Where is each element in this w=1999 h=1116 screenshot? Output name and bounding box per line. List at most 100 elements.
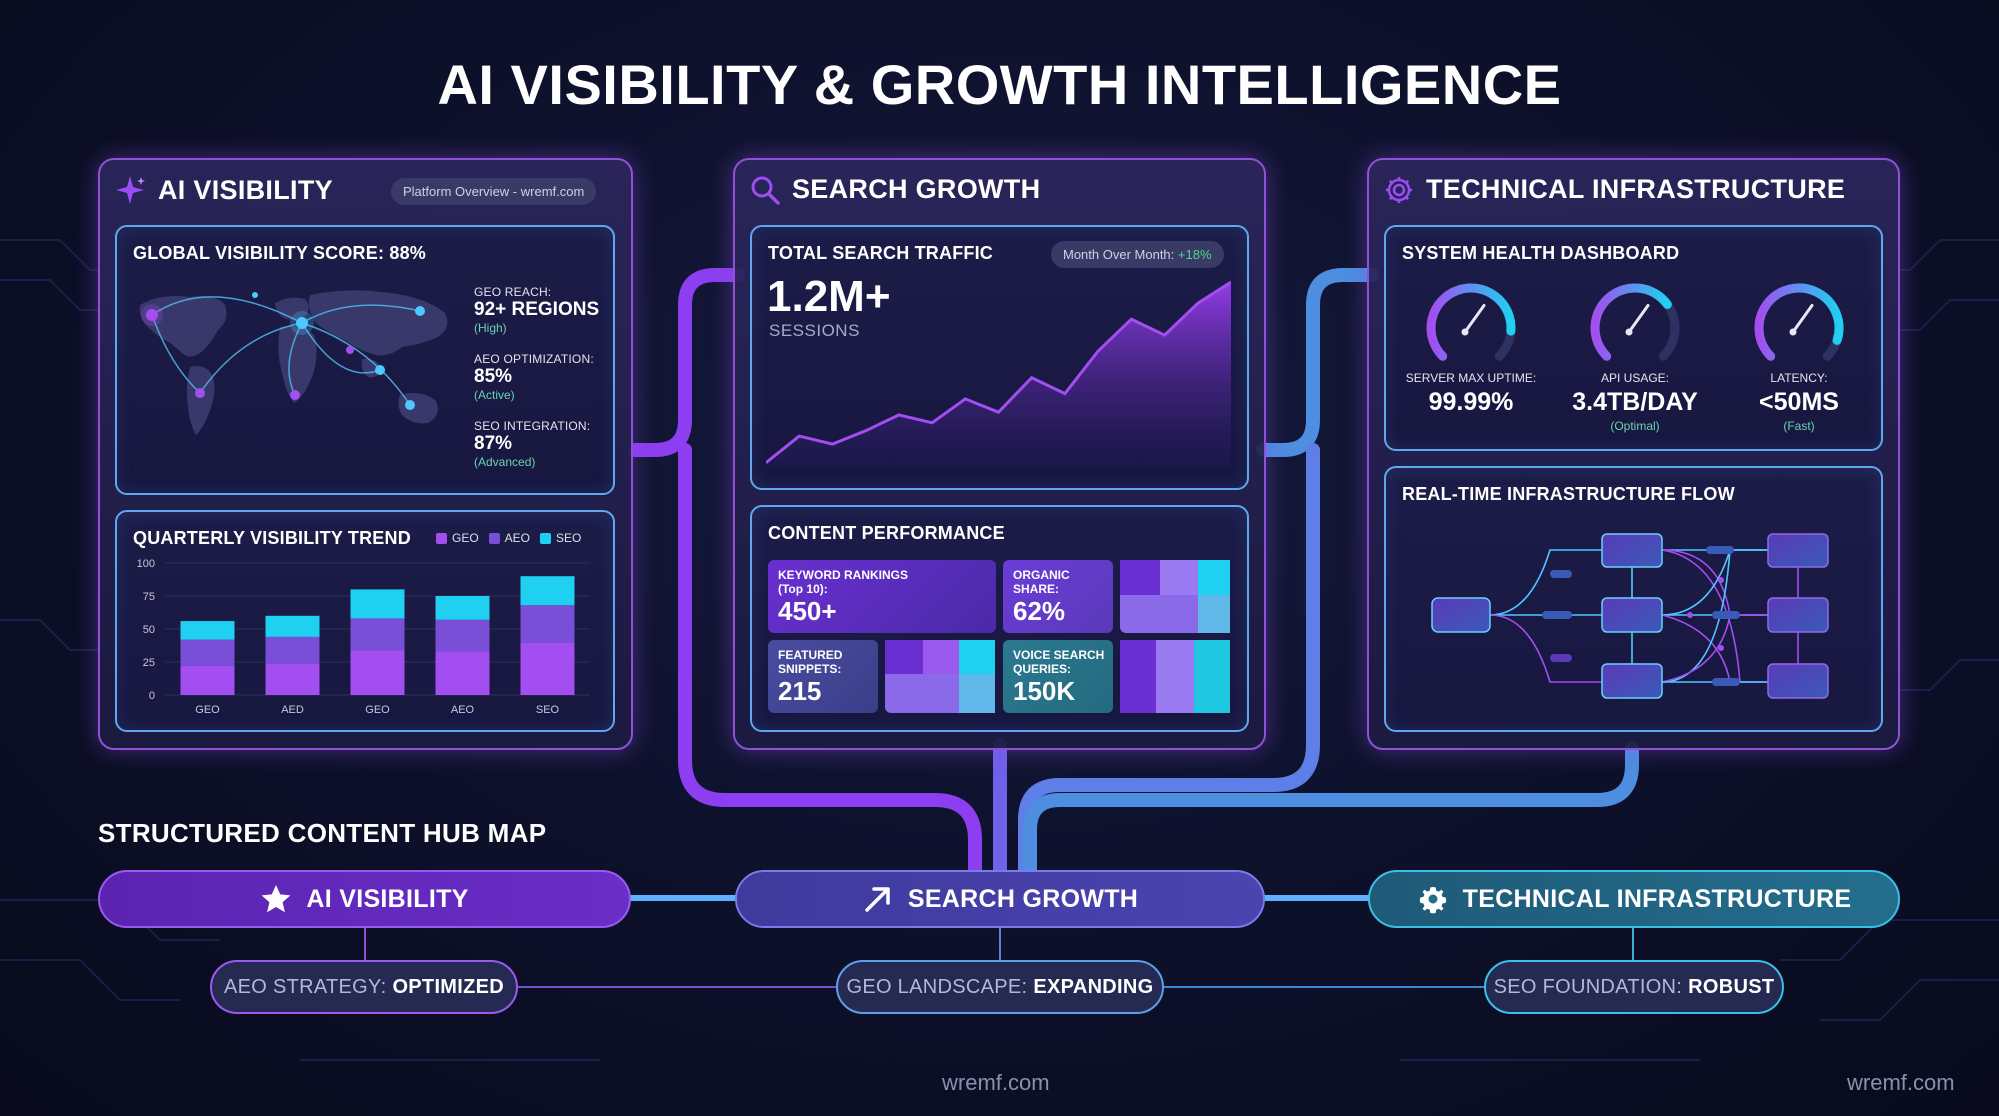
seo-integration-value: 87%	[474, 433, 513, 454]
x-tick-label: GEO	[195, 704, 220, 716]
bar-segment-aeo	[180, 639, 235, 666]
traffic-title: TOTAL SEARCH TRAFFIC	[768, 243, 993, 263]
bar-segment-geo	[265, 663, 320, 695]
hub-pill-technical-infrastructure[interactable]: TECHNICAL INFRASTRUCTURE	[1368, 870, 1900, 928]
system-health-card	[1384, 225, 1883, 451]
keyword-rankings-value: 450+	[778, 596, 837, 626]
technical-infrastructure-title: TECHNICAL INFRASTRUCTURE	[1426, 174, 1846, 204]
seo-integration-note: (Advanced)	[474, 455, 536, 469]
treemap-decoration-mid	[885, 640, 995, 713]
page-title: AI VISIBILITY & GROWTH INTELLIGENCE	[437, 53, 1562, 116]
star-icon	[261, 885, 291, 913]
ai-visibility-title: AI VISIBILITY	[158, 174, 333, 205]
keyword-rankings-sublabel: (Top 10):	[778, 582, 828, 596]
gauge-fill	[1754, 283, 1844, 361]
sub-pill-aeo-strategy[interactable]: AEO STRATEGY: OPTIMIZED	[210, 960, 518, 1014]
bar-segment-aeo	[520, 605, 575, 643]
bar-segment-geo	[520, 642, 575, 695]
arrow-up-right-icon	[865, 887, 890, 912]
mom-badge: Month Over Month: +18%	[1051, 241, 1224, 268]
legend-geo: GEO	[436, 531, 479, 545]
y-tick-label: 0	[149, 690, 155, 702]
uptime-label: SERVER MAX UPTIME:	[1405, 371, 1537, 385]
hub-pill-ai-visibility-label: AI VISIBILITY	[306, 884, 469, 913]
bar-segment-aeo	[265, 636, 320, 664]
bar-segment-seo	[435, 596, 490, 620]
sub-pill-geo-landscape[interactable]: GEO LANDSCAPE: EXPANDING	[836, 960, 1164, 1014]
bar-segment-aeo	[435, 619, 490, 652]
watermark-right: wremf.com	[1847, 1070, 1955, 1095]
y-tick-label: 100	[137, 558, 155, 570]
hub-pill-ai-visibility[interactable]: AI VISIBILITY	[98, 870, 631, 928]
organic-share-sublabel: SHARE:	[1013, 582, 1060, 596]
traffic-area-chart	[766, 280, 1231, 468]
organic-share-tile: ORGANIC SHARE: 62%	[1003, 560, 1113, 633]
gauge-needle	[1463, 303, 1486, 334]
hub-heading: STRUCTURED CONTENT HUB MAP	[98, 818, 547, 848]
watermark-center: wremf.com	[942, 1070, 1050, 1095]
quarterly-trend-title: QUARTERLY VISIBILITY TREND	[133, 528, 411, 548]
gauge-hub	[1789, 328, 1797, 336]
treemap-decoration-bottom	[1120, 640, 1230, 713]
featured-snippets-sublabel: SNIPPETS:	[778, 662, 842, 676]
gauge-fill	[1590, 283, 1672, 361]
voice-search-value: 150K	[1013, 676, 1076, 706]
sparkle-icon	[116, 176, 145, 204]
gauge-fill	[1426, 283, 1516, 361]
latency-value: <50MS	[1759, 388, 1839, 416]
bar-segment-seo	[520, 576, 575, 606]
aeo-optimization-value: 85%	[474, 366, 513, 387]
hub-pill-search-growth-label: SEARCH GROWTH	[907, 884, 1139, 913]
trend-legend: GEO AEO SEO	[436, 531, 581, 545]
hub-pill-search-growth[interactable]: SEARCH GROWTH	[735, 870, 1265, 928]
featured-snippets-label: FEATURED	[778, 648, 843, 662]
gear-icon	[1419, 887, 1446, 914]
ai-visibility-header: AI VISIBILITY	[114, 174, 333, 206]
platform-overview-badge: Platform Overview - wremf.com	[391, 178, 597, 205]
legend-seo: SEO	[540, 531, 581, 545]
x-tick-label: AEO	[451, 704, 475, 716]
world-map	[139, 290, 448, 435]
aeo-optimization-label: AEO OPTIMIZATION:	[474, 352, 594, 366]
latency-label: LATENCY:	[1770, 371, 1828, 385]
organic-share-value: 62%	[1013, 596, 1066, 626]
hub-pill-technical-infrastructure-label: TECHNICAL INFRASTRUCTURE	[1462, 884, 1852, 913]
x-tick-label: AED	[281, 704, 304, 716]
seo-integration-stat: SEO INTEGRATION: 87% (Advanced)	[474, 419, 590, 469]
system-health-title: SYSTEM HEALTH DASHBOARD	[1402, 243, 1680, 263]
api-usage-note: (Optimal)	[1610, 419, 1660, 433]
gauge-needle	[1627, 303, 1650, 334]
search-growth-title: SEARCH GROWTH	[792, 174, 1041, 204]
traffic-line	[766, 280, 1231, 464]
bar-segment-seo	[180, 621, 235, 640]
seo-foundation-label: SEO FOUNDATION:	[1493, 975, 1683, 998]
bar-segment-seo	[265, 615, 320, 637]
seo-integration-label: SEO INTEGRATION:	[474, 419, 591, 433]
traffic-area	[766, 282, 1231, 468]
seo-foundation-value: ROBUST	[1688, 975, 1775, 998]
infrastructure-flow-diagram	[1431, 533, 1829, 699]
geo-reach-note: (High)	[474, 321, 507, 335]
y-tick-label: 75	[143, 591, 155, 603]
gauge-row	[1426, 283, 1844, 361]
bar-segment-geo	[350, 650, 405, 695]
geo-reach-stat: GEO REACH: 92+ REGIONS (High)	[474, 285, 599, 335]
y-tick-label: 50	[143, 624, 155, 636]
keyword-rankings-tile: KEYWORD RANKINGS (Top 10): 450+	[768, 560, 996, 633]
search-growth-header: SEARCH GROWTH	[750, 174, 1040, 205]
global-visibility-title: GLOBAL VISIBILITY SCORE: 88%	[133, 243, 426, 263]
magnifier-icon	[751, 176, 780, 205]
traffic-unit: SESSIONS	[769, 321, 860, 340]
bar-segment-geo	[180, 665, 235, 695]
content-performance-title: CONTENT PERFORMANCE	[768, 523, 1005, 543]
y-tick-label: 25	[143, 657, 155, 669]
voice-search-sublabel: QUERIES:	[1013, 662, 1072, 676]
uptime-value: 99.99%	[1428, 388, 1514, 416]
gear-icon	[1386, 176, 1412, 203]
sub-pill-seo-foundation[interactable]: SEO FOUNDATION: ROBUST	[1484, 960, 1784, 1014]
featured-snippets-tile: FEATURED SNIPPETS: 215	[768, 640, 878, 713]
gauge-hub	[1625, 328, 1633, 336]
aeo-strategy-label: AEO STRATEGY:	[223, 975, 387, 998]
bar-segment-aeo	[350, 618, 405, 651]
x-tick-label: GEO	[365, 704, 390, 716]
